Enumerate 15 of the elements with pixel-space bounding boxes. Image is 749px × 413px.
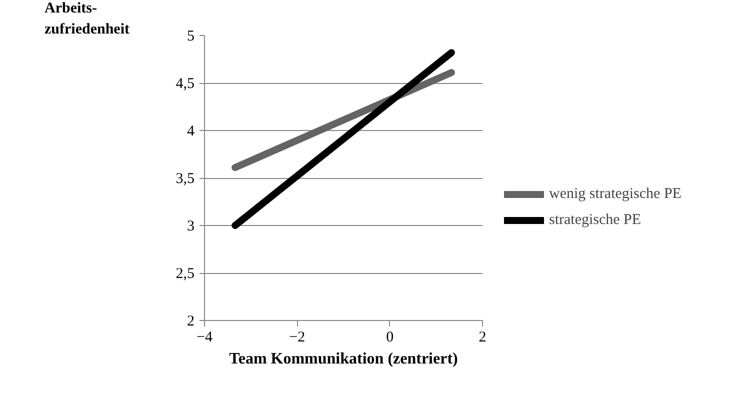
x-tick-label: −2 bbox=[289, 330, 306, 346]
y-tick-label: 3,5 bbox=[176, 171, 194, 187]
y-tick-label: 5 bbox=[187, 28, 194, 44]
x-axis-title: Team Kommunikation (zentriert) bbox=[229, 350, 458, 368]
y-tick-label: 2 bbox=[187, 314, 194, 330]
x-tick-label: 0 bbox=[386, 330, 394, 346]
y-tick-label: 4 bbox=[187, 124, 195, 140]
legend-label: wenig strategische PE bbox=[549, 186, 682, 202]
y-tick-label: 2,5 bbox=[176, 266, 194, 282]
x-tick-label: −4 bbox=[196, 330, 213, 346]
y-tick-label: 3 bbox=[187, 218, 194, 234]
legend-label: strategische PE bbox=[549, 212, 642, 228]
y-tick-label: 4,5 bbox=[176, 76, 194, 92]
y-axis-title: Arbeits- zufriedenheit bbox=[44, 0, 130, 38]
x-tick-label: 2 bbox=[478, 330, 486, 346]
